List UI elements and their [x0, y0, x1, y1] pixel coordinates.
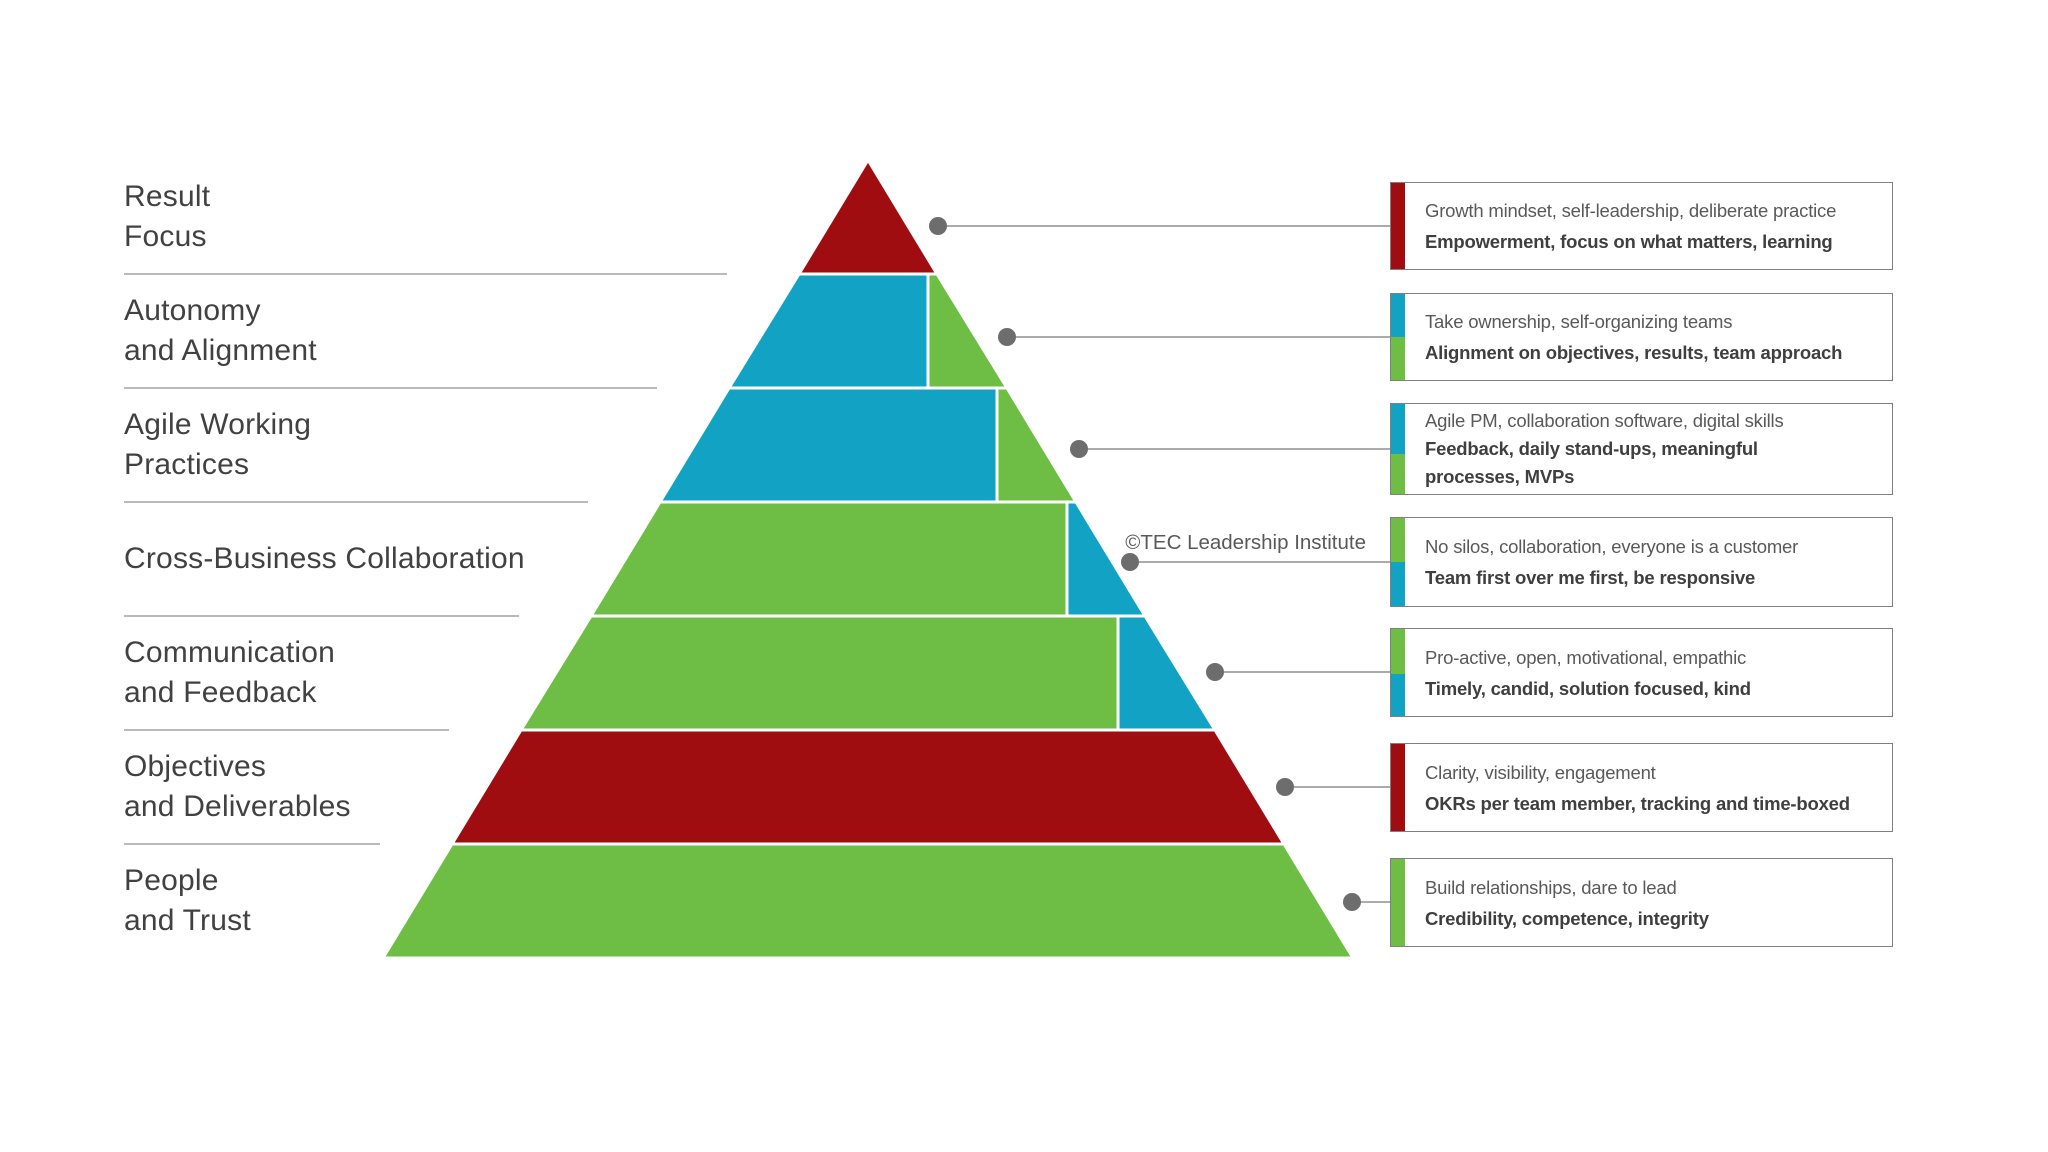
- connector-dot-6: [1276, 778, 1294, 796]
- label-cross-business-collaboration: Cross-Business Collaboration: [124, 539, 525, 579]
- stripe-cross-business-collaboration: [1391, 518, 1405, 606]
- label-people-trust: People and Trust: [124, 861, 251, 941]
- box-text-line: Clarity, visibility, engagement: [1425, 761, 1656, 783]
- pyramid-level5-communication-blue: [1116, 614, 1218, 732]
- box-text-line: Pro-active, open, motivational, empathic: [1425, 646, 1747, 668]
- pyramid-level1-result-focus: [796, 157, 940, 276]
- label-agile-working-practices: Agile Working Practices: [124, 405, 311, 485]
- label-line: Autonomy: [124, 294, 261, 327]
- box-text-line: Team first over me first, be responsive: [1425, 567, 1756, 588]
- stripe-autonomy-alignment: [1391, 294, 1405, 380]
- stripe-result-focus: [1391, 183, 1405, 269]
- label-line: and Deliverables: [124, 790, 351, 823]
- label-line: Cross-Business Collaboration: [124, 542, 525, 575]
- stripe-objectives-deliverables: [1391, 744, 1405, 831]
- box-text-line: Build relationships, dare to lead: [1425, 876, 1677, 898]
- label-line: and Alignment: [124, 334, 317, 367]
- info-box-people-trust: Build relationships, dare to lead Credib…: [1390, 858, 1893, 947]
- label-line: and Feedback: [124, 676, 317, 709]
- label-line: and Trust: [124, 904, 251, 937]
- stripe-segment-blue: [1391, 562, 1405, 606]
- stripe-segment-green: [1391, 859, 1405, 946]
- label-line: Objectives: [124, 750, 267, 783]
- box-text-line: Credibility, competence, integrity: [1425, 907, 1709, 929]
- label-autonomy-alignment: Autonomy and Alignment: [124, 291, 317, 371]
- connector-dot-3: [1070, 440, 1088, 458]
- box-text-line: Alignment on objectives, results, team a…: [1425, 342, 1843, 363]
- label-communication-feedback: Communication and Feedback: [124, 633, 335, 713]
- label-objectives-deliverables: Objectives and Deliverables: [124, 747, 351, 827]
- info-box-agile-working-practices: Agile PM, collaboration software, digita…: [1390, 403, 1893, 495]
- stripe-segment-blue: [1391, 404, 1405, 454]
- stripe-segment-red: [1391, 183, 1405, 269]
- label-line: Communication: [124, 636, 336, 669]
- pyramid-level2-autonomy-green: [926, 272, 1010, 390]
- stripe-segment-blue: [1391, 294, 1405, 337]
- box-text-line: Empowerment, focus on what matters, lear…: [1425, 231, 1833, 252]
- stripe-segment-red: [1391, 744, 1405, 831]
- stripe-segment-green: [1391, 629, 1405, 675]
- pyramid-level3-agile-green: [995, 386, 1079, 504]
- pyramid-level7-people-green: [380, 842, 1356, 960]
- pyramid-level4-crossbusiness-green: [588, 500, 1069, 618]
- pyramid-level6-objectives-red: [449, 728, 1287, 846]
- info-box-result-focus: Growth mindset, self-leadership, deliber…: [1390, 182, 1893, 270]
- info-box-communication-feedback: Pro-active, open, motivational, empathic…: [1390, 628, 1893, 717]
- stripe-communication-feedback: [1391, 629, 1405, 716]
- connector-dot-1: [929, 217, 947, 235]
- connector-dot-7: [1343, 893, 1361, 911]
- label-line: Result: [124, 180, 211, 213]
- box-text-line: Growth mindset, self-leadership, deliber…: [1425, 200, 1837, 221]
- stripe-segment-green: [1391, 337, 1405, 380]
- info-box-autonomy-alignment: Take ownership, self-organizing teams Al…: [1390, 293, 1893, 381]
- pyramid-level3-agile-blue: [657, 386, 999, 504]
- info-box-cross-business-collaboration: No silos, collaboration, everyone is a c…: [1390, 517, 1893, 607]
- connector-dot-5: [1206, 663, 1224, 681]
- label-line: Practices: [124, 448, 250, 481]
- stripe-segment-green: [1391, 453, 1405, 494]
- connector-dot-2: [998, 328, 1016, 346]
- label-line: Focus: [124, 220, 207, 253]
- stripe-segment-blue: [1391, 674, 1405, 716]
- pyramid-level5-communication-green: [518, 614, 1120, 732]
- box-text-line: Take ownership, self-organizing teams: [1425, 311, 1733, 332]
- label-line: Agile Working: [124, 408, 312, 441]
- info-box-objectives-deliverables: Clarity, visibility, engagement OKRs per…: [1390, 743, 1893, 832]
- stripe-people-trust: [1391, 859, 1405, 946]
- label-result-focus: Result Focus: [124, 177, 210, 257]
- tec-leadership-institute-watermark: ©TEC Leadership Institute: [1125, 531, 1366, 554]
- box-text-line: OKRs per team member, tracking and time-…: [1425, 792, 1850, 814]
- box-text-line: processes, MVPs: [1425, 466, 1575, 487]
- box-text-line: No silos, collaboration, everyone is a c…: [1425, 536, 1799, 557]
- label-line: People: [124, 864, 219, 897]
- box-text-line: Feedback, daily stand-ups, meaningful: [1425, 438, 1758, 459]
- pyramid-level2-autonomy-blue: [726, 272, 930, 390]
- stripe-segment-green: [1391, 518, 1405, 562]
- connector-dot-4: [1121, 553, 1139, 571]
- box-text-line: Timely, candid, solution focused, kind: [1425, 677, 1751, 699]
- box-text-line: Agile PM, collaboration software, digita…: [1425, 410, 1784, 431]
- stripe-agile-working-practices: [1391, 404, 1405, 494]
